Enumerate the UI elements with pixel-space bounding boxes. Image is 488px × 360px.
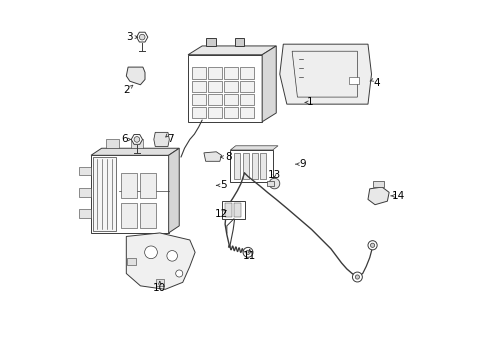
Bar (192, 107, 205, 118)
Bar (224, 81, 237, 92)
Text: 11: 11 (243, 251, 256, 261)
Bar (121, 173, 137, 198)
Bar (240, 94, 253, 105)
Polygon shape (154, 132, 169, 147)
Text: 4: 4 (373, 78, 379, 88)
Bar (93, 157, 116, 231)
Text: 8: 8 (225, 152, 231, 162)
Bar (372, 181, 383, 187)
Polygon shape (126, 67, 145, 85)
Circle shape (139, 34, 145, 40)
Polygon shape (230, 146, 278, 150)
Circle shape (245, 250, 250, 255)
Text: 10: 10 (153, 283, 166, 293)
Bar (127, 258, 136, 265)
Bar (208, 94, 221, 105)
Circle shape (166, 251, 177, 261)
Polygon shape (91, 148, 179, 155)
Bar (266, 181, 274, 186)
Polygon shape (279, 44, 371, 104)
Bar (230, 150, 272, 182)
Text: 1: 1 (306, 98, 312, 107)
Bar (234, 38, 244, 46)
Circle shape (370, 243, 374, 247)
Polygon shape (203, 152, 221, 161)
Bar (192, 81, 205, 92)
Circle shape (367, 241, 376, 250)
Bar (233, 153, 240, 179)
Bar (208, 67, 221, 78)
Bar (224, 107, 237, 118)
Polygon shape (367, 187, 388, 205)
Bar (260, 153, 266, 179)
Text: 2: 2 (123, 85, 129, 95)
Text: 7: 7 (167, 134, 173, 144)
Bar (155, 279, 164, 286)
Bar (188, 55, 262, 122)
Bar (240, 67, 253, 78)
Polygon shape (188, 46, 276, 55)
Bar (224, 67, 237, 78)
Circle shape (355, 275, 359, 279)
Bar (208, 81, 221, 92)
Bar (105, 139, 118, 148)
Circle shape (352, 272, 362, 282)
Bar (240, 81, 253, 92)
Bar (192, 94, 205, 105)
Polygon shape (136, 32, 147, 42)
Circle shape (243, 247, 252, 257)
Text: 3: 3 (126, 32, 133, 42)
Bar (79, 167, 91, 175)
Bar (224, 94, 237, 105)
Bar (140, 173, 156, 198)
Text: 12: 12 (215, 208, 228, 219)
Bar (208, 107, 221, 118)
Text: 5: 5 (220, 180, 226, 190)
Polygon shape (131, 135, 142, 144)
Bar (192, 67, 205, 78)
Bar (79, 188, 91, 197)
Bar (79, 209, 91, 218)
Circle shape (175, 270, 183, 277)
Text: 9: 9 (299, 159, 305, 169)
Bar (91, 155, 168, 233)
Polygon shape (262, 46, 276, 122)
Text: 6: 6 (121, 134, 127, 144)
Bar (242, 153, 248, 179)
Polygon shape (168, 148, 179, 233)
Circle shape (134, 136, 140, 142)
Bar (222, 201, 245, 219)
Circle shape (144, 246, 157, 259)
Bar (233, 203, 240, 217)
Text: 14: 14 (390, 191, 404, 201)
Bar (225, 203, 232, 217)
Bar (240, 107, 253, 118)
Text: 13: 13 (267, 170, 281, 180)
Polygon shape (126, 233, 195, 289)
Bar (140, 203, 156, 228)
Bar (130, 139, 143, 148)
Bar (348, 77, 358, 84)
Bar (206, 38, 215, 46)
Bar (251, 153, 257, 179)
Circle shape (269, 178, 279, 189)
Bar (121, 203, 137, 228)
